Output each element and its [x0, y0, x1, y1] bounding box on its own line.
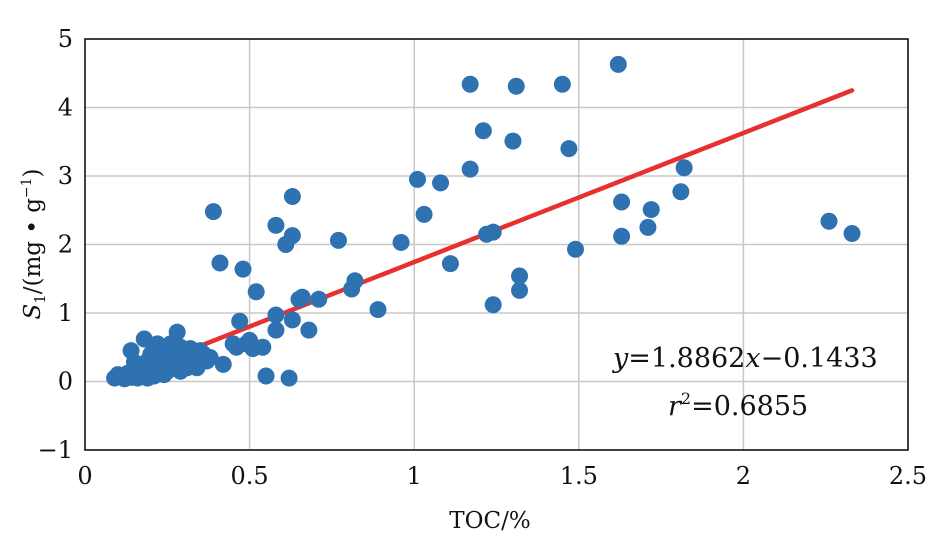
y-axis-unit-open: /(mg • g: [20, 198, 46, 294]
x-tick-label: 1.5: [560, 462, 598, 490]
eq-rhs: −0.1433: [761, 343, 878, 374]
data-point: [300, 321, 318, 339]
y-tick-label: −1: [38, 436, 73, 464]
y-axis-unit-close: ): [20, 168, 46, 177]
plot-frame: [84, 38, 909, 451]
data-point: [642, 201, 660, 219]
data-point: [283, 311, 301, 329]
data-point: [204, 203, 222, 221]
data-point: [280, 369, 298, 387]
data-point: [511, 267, 529, 285]
x-tick-label: 2.5: [889, 462, 927, 490]
data-point: [613, 193, 631, 211]
data-points: [106, 55, 861, 388]
eq-var: x: [745, 343, 760, 374]
data-point: [369, 301, 387, 319]
data-point: [214, 355, 232, 373]
data-point: [329, 231, 347, 249]
data-point: [247, 283, 265, 301]
data-point: [560, 140, 578, 158]
y-axis-symbol: S: [20, 304, 46, 320]
y-tick-label: 1: [58, 299, 73, 327]
data-point: [257, 367, 275, 385]
data-point: [484, 296, 502, 314]
data-point: [267, 321, 285, 339]
data-point: [461, 160, 479, 178]
data-point: [408, 170, 426, 188]
data-point: [168, 323, 186, 341]
data-point: [346, 272, 364, 290]
r2-value: =0.6855: [691, 391, 808, 422]
x-tick-labels: 0 0.5 1 1.5 2 2.5: [77, 462, 927, 490]
data-point: [267, 306, 285, 324]
y-tick-label: 2: [58, 231, 73, 259]
x-tick-label: 1: [407, 462, 422, 490]
x-tick-label: 2: [736, 462, 751, 490]
y-tick-label: 4: [58, 94, 73, 122]
r2-sup: 2: [681, 389, 691, 408]
data-point: [310, 290, 328, 308]
data-point: [432, 174, 450, 192]
x-axis-title: TOC/%: [449, 508, 530, 534]
data-point: [392, 233, 410, 251]
data-point: [613, 227, 631, 245]
data-point: [639, 218, 657, 236]
y-tick-label: 3: [58, 162, 73, 190]
data-point: [254, 338, 272, 356]
grid-lines: [85, 39, 908, 450]
data-point: [511, 281, 529, 299]
data-point: [609, 55, 627, 73]
data-point: [441, 255, 459, 273]
y-axis-title: S1/(mg • g−1): [19, 168, 49, 319]
y-axis-subscript: 1: [31, 294, 49, 304]
x-tick-label: 0.5: [231, 462, 269, 490]
data-point: [474, 122, 492, 140]
data-point: [553, 75, 571, 93]
data-point: [231, 312, 249, 330]
eq-mid: =1.8862: [628, 343, 745, 374]
y-tick-label: 0: [58, 368, 73, 396]
x-tick-label: 0: [77, 462, 92, 490]
data-point: [211, 254, 229, 272]
data-point: [283, 188, 301, 206]
data-point: [293, 288, 311, 306]
data-point: [267, 216, 285, 234]
data-point: [567, 240, 585, 258]
data-point: [135, 330, 153, 348]
y-tick-labels: −1 0 1 2 3 4 5: [38, 25, 73, 464]
y-tick-label: 5: [58, 25, 73, 53]
data-point: [675, 159, 693, 177]
r2-symbol: r: [668, 391, 683, 422]
eq-lhs: y: [612, 343, 629, 374]
data-point: [672, 183, 690, 201]
data-point: [484, 223, 502, 241]
data-point: [201, 349, 219, 367]
data-point: [507, 77, 525, 95]
data-point: [234, 260, 252, 278]
data-point: [504, 132, 522, 150]
fit-equation: y=1.8862x−0.1433: [612, 343, 878, 374]
data-point: [283, 227, 301, 245]
data-point: [461, 75, 479, 93]
data-point: [843, 225, 861, 243]
data-point: [820, 212, 838, 230]
data-point: [415, 205, 433, 223]
r-squared: r2=0.6855: [668, 389, 808, 422]
y-axis-unit-sup: −1: [19, 177, 35, 198]
